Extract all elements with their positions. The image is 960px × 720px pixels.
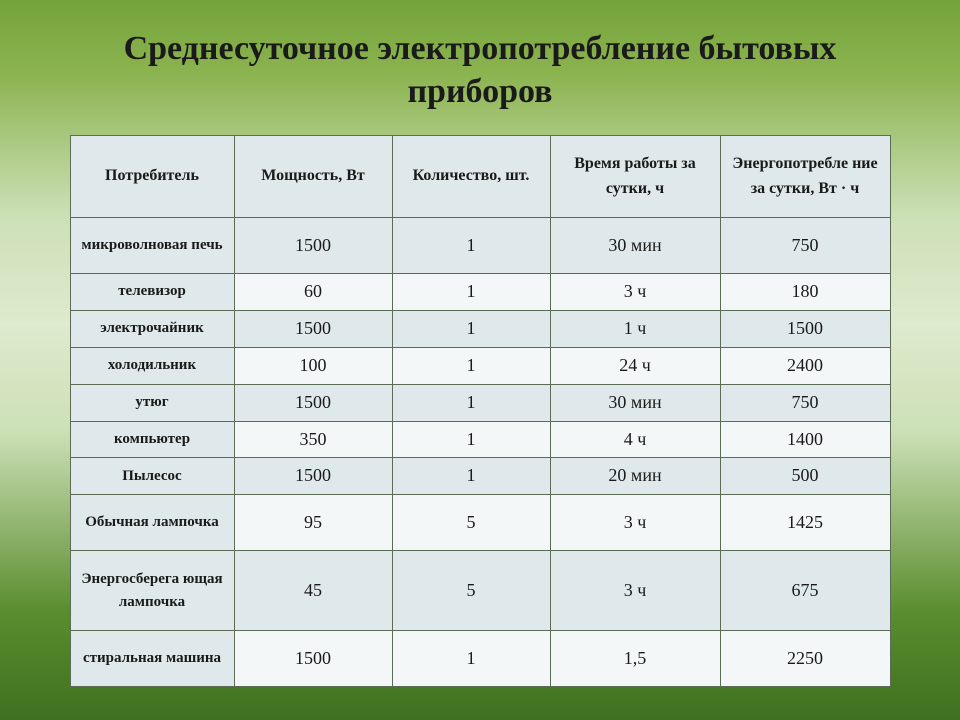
cell-energy: 1500 [720, 310, 890, 347]
cell-energy: 2400 [720, 347, 890, 384]
cell-power: 100 [234, 347, 392, 384]
table-row: утюг1500130 мин750 [70, 384, 890, 421]
table-body: микроволновая печь1500130 мин750телевизо… [70, 218, 890, 687]
cell-qty: 1 [392, 631, 550, 687]
cell-time: 1 ч [550, 310, 720, 347]
cell-consumer: утюг [70, 384, 234, 421]
cell-energy: 750 [720, 218, 890, 274]
th-power: Мощность, Вт [234, 136, 392, 218]
cell-qty: 5 [392, 495, 550, 551]
cell-qty: 1 [392, 347, 550, 384]
cell-qty: 5 [392, 551, 550, 631]
table-row: Обычная лампочка9553 ч1425 [70, 495, 890, 551]
table-row: холодильник100124 ч2400 [70, 347, 890, 384]
cell-consumer: Пылесос [70, 458, 234, 495]
cell-power: 45 [234, 551, 392, 631]
cell-time: 4 ч [550, 421, 720, 458]
cell-qty: 1 [392, 310, 550, 347]
slide-title: Среднесуточное электропотребление бытовы… [60, 28, 900, 113]
table-row: стиральная машина150011,52250 [70, 631, 890, 687]
cell-qty: 1 [392, 384, 550, 421]
cell-qty: 1 [392, 421, 550, 458]
cell-time: 3 ч [550, 551, 720, 631]
cell-energy: 2250 [720, 631, 890, 687]
table-row: микроволновая печь1500130 мин750 [70, 218, 890, 274]
cell-energy: 675 [720, 551, 890, 631]
th-time: Время работы за сутки, ч [550, 136, 720, 218]
th-qty: Количество, шт. [392, 136, 550, 218]
cell-consumer: компьютер [70, 421, 234, 458]
table-row: телевизор6013 ч180 [70, 274, 890, 311]
cell-consumer: холодильник [70, 347, 234, 384]
cell-time: 24 ч [550, 347, 720, 384]
power-table: Потребитель Мощность, Вт Количество, шт.… [70, 135, 891, 687]
cell-time: 30 мин [550, 384, 720, 421]
cell-power: 1500 [234, 458, 392, 495]
table-row: компьютер35014 ч1400 [70, 421, 890, 458]
th-consumer: Потребитель [70, 136, 234, 218]
cell-power: 1500 [234, 631, 392, 687]
cell-power: 1500 [234, 218, 392, 274]
cell-time: 3 ч [550, 274, 720, 311]
cell-qty: 1 [392, 458, 550, 495]
table-row: Пылесос1500120 мин500 [70, 458, 890, 495]
cell-consumer: микроволновая печь [70, 218, 234, 274]
cell-time: 30 мин [550, 218, 720, 274]
cell-qty: 1 [392, 218, 550, 274]
cell-energy: 500 [720, 458, 890, 495]
cell-power: 1500 [234, 310, 392, 347]
cell-energy: 1425 [720, 495, 890, 551]
cell-consumer: телевизор [70, 274, 234, 311]
cell-consumer: Обычная лампочка [70, 495, 234, 551]
table-row: Энергосберега ющая лампочка4553 ч675 [70, 551, 890, 631]
cell-time: 20 мин [550, 458, 720, 495]
table-header-row: Потребитель Мощность, Вт Количество, шт.… [70, 136, 890, 218]
cell-energy: 750 [720, 384, 890, 421]
cell-power: 60 [234, 274, 392, 311]
cell-consumer: электрочайник [70, 310, 234, 347]
cell-power: 1500 [234, 384, 392, 421]
cell-power: 350 [234, 421, 392, 458]
table-row: электрочайник150011 ч1500 [70, 310, 890, 347]
cell-qty: 1 [392, 274, 550, 311]
th-energy: Энергопотребле ние за сутки, Вт · ч [720, 136, 890, 218]
slide: Среднесуточное электропотребление бытовы… [0, 0, 960, 720]
cell-energy: 1400 [720, 421, 890, 458]
cell-consumer: стиральная машина [70, 631, 234, 687]
cell-energy: 180 [720, 274, 890, 311]
cell-time: 1,5 [550, 631, 720, 687]
cell-consumer: Энергосберега ющая лампочка [70, 551, 234, 631]
cell-power: 95 [234, 495, 392, 551]
cell-time: 3 ч [550, 495, 720, 551]
